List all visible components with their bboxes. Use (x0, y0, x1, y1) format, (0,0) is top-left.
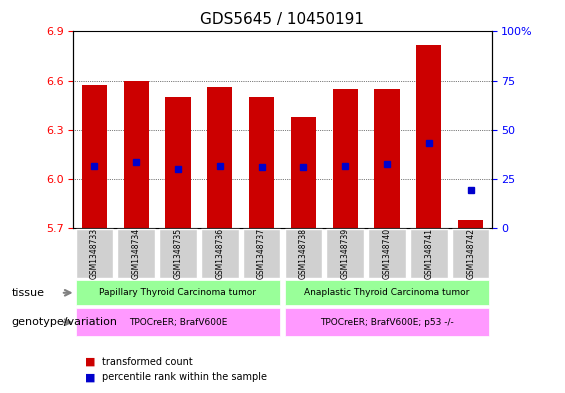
Bar (416, 44, 441, 228)
Text: GSM1348742: GSM1348742 (466, 228, 475, 279)
FancyBboxPatch shape (76, 308, 280, 336)
FancyBboxPatch shape (159, 229, 197, 278)
FancyBboxPatch shape (285, 308, 489, 336)
FancyBboxPatch shape (452, 229, 489, 278)
Text: GSM1348740: GSM1348740 (383, 228, 392, 279)
FancyBboxPatch shape (76, 229, 113, 278)
Text: tissue: tissue (11, 288, 44, 298)
FancyBboxPatch shape (368, 229, 406, 278)
Text: GSM1348734: GSM1348734 (132, 228, 141, 279)
Text: transformed count: transformed count (102, 356, 193, 367)
Text: GDS5645 / 10450191: GDS5645 / 10450191 (201, 12, 364, 27)
Text: GSM1348739: GSM1348739 (341, 228, 350, 279)
Text: ■: ■ (85, 372, 95, 382)
FancyBboxPatch shape (76, 281, 280, 305)
Text: TPOCreER; BrafV600E; p53 -/-: TPOCreER; BrafV600E; p53 -/- (320, 318, 454, 327)
FancyBboxPatch shape (285, 229, 322, 278)
Bar (166, 97, 190, 228)
Text: ■: ■ (85, 356, 95, 367)
FancyBboxPatch shape (327, 229, 364, 278)
Text: GSM1348741: GSM1348741 (424, 228, 433, 279)
Text: genotype/variation: genotype/variation (11, 317, 118, 327)
Text: GSM1348737: GSM1348737 (257, 228, 266, 279)
Text: Papillary Thyroid Carcinoma tumor: Papillary Thyroid Carcinoma tumor (99, 288, 257, 297)
Bar (458, 220, 483, 228)
FancyBboxPatch shape (285, 281, 489, 305)
Bar (375, 89, 399, 228)
Text: GSM1348738: GSM1348738 (299, 228, 308, 279)
Bar (82, 86, 107, 228)
Bar (291, 117, 316, 228)
Text: percentile rank within the sample: percentile rank within the sample (102, 372, 267, 382)
FancyBboxPatch shape (118, 229, 155, 278)
Text: TPOCreER; BrafV600E: TPOCreER; BrafV600E (129, 318, 227, 327)
Bar (124, 81, 149, 228)
FancyBboxPatch shape (243, 229, 280, 278)
FancyBboxPatch shape (201, 229, 238, 278)
Bar (207, 87, 232, 228)
Text: Anaplastic Thyroid Carcinoma tumor: Anaplastic Thyroid Carcinoma tumor (305, 288, 470, 297)
Bar (249, 97, 274, 228)
Bar (333, 89, 358, 228)
Text: GSM1348736: GSM1348736 (215, 228, 224, 279)
Text: GSM1348735: GSM1348735 (173, 228, 182, 279)
Text: GSM1348733: GSM1348733 (90, 228, 99, 279)
FancyBboxPatch shape (410, 229, 447, 278)
